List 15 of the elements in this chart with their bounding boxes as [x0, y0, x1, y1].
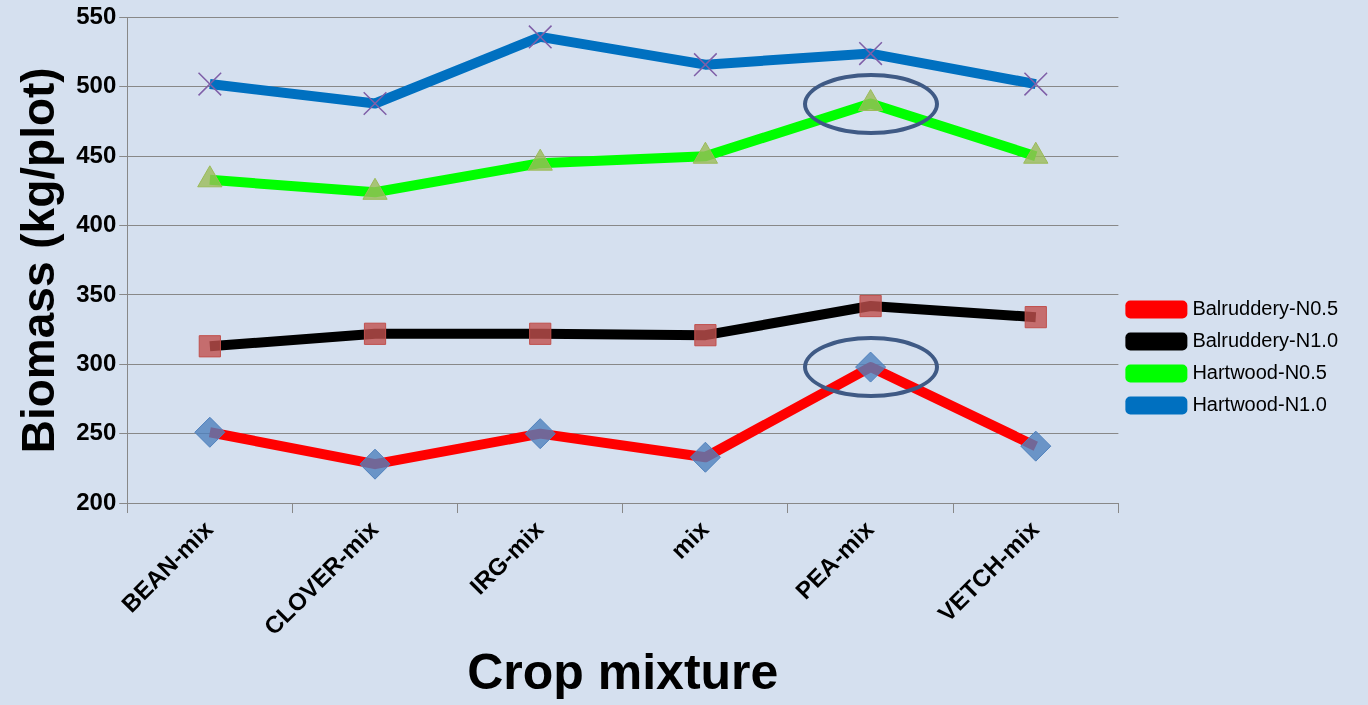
y-tick-label: 450 — [76, 140, 117, 168]
y-tick-label: 550 — [76, 2, 117, 30]
y-tick-label: 350 — [76, 279, 117, 307]
legend-label: Hartwood-N0.5 — [1192, 361, 1327, 384]
y-tick-label: 200 — [76, 487, 117, 515]
y-axis-title: Biomass (kg/plot) — [12, 67, 65, 454]
y-tick-label: 500 — [76, 71, 117, 99]
y-tick-label: 300 — [76, 348, 117, 376]
legend-label: Hartwood-N1.0 — [1192, 393, 1327, 416]
y-tick-label: 250 — [76, 418, 117, 446]
legend-label: Balruddery-N1.0 — [1192, 329, 1338, 352]
legend-label: Balruddery-N0.5 — [1192, 297, 1338, 320]
x-tick-label: mix — [665, 514, 715, 564]
y-tick-label: 400 — [76, 210, 117, 238]
x-axis-title: Crop mixture — [467, 643, 779, 700]
